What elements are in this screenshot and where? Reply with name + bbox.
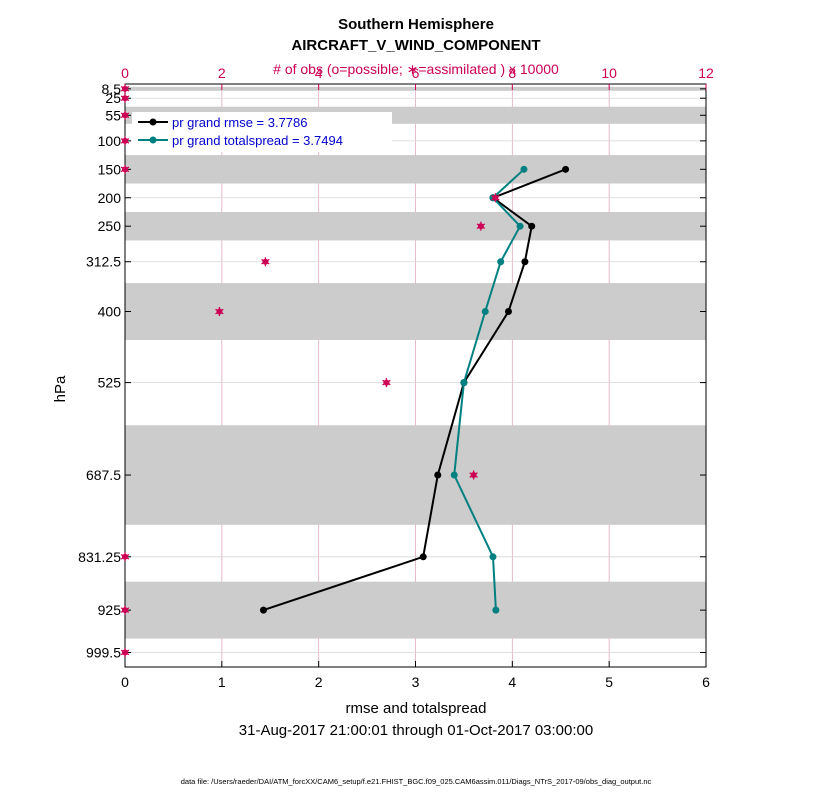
top-x-tick-label: 2	[218, 65, 226, 81]
rmse-point	[528, 222, 536, 230]
top-x-tick-label: 6	[412, 65, 420, 81]
totalspread-point	[516, 222, 524, 230]
obs-assimilated-marker	[120, 647, 130, 657]
obs-assimilated-marker	[120, 93, 130, 103]
asterisk-stroke	[120, 607, 130, 613]
chart-title: Southern Hemisphere	[338, 16, 494, 33]
legend-rmse-label: pr grand rmse = 3.7786	[172, 115, 308, 130]
asterisk-stroke	[120, 112, 130, 119]
obs-assimilated-marker	[120, 110, 130, 120]
legend-box	[132, 112, 392, 152]
obs-assimilated-marker	[476, 221, 486, 231]
rmse-point	[434, 471, 442, 479]
chart-subtitle: AIRCRAFT_V_WIND_COMPONENT	[291, 37, 540, 54]
y-tick-label: 25	[105, 90, 121, 106]
y-tick-label: 831.25	[78, 549, 121, 565]
x-tick-label: 3	[412, 674, 420, 690]
asterisk-stroke	[469, 472, 478, 478]
rmse-point	[259, 606, 267, 614]
x-tick-label: 1	[218, 674, 226, 690]
series-layer	[259, 165, 570, 614]
asterisk-stroke	[476, 223, 486, 230]
x-tick-label: 2	[315, 674, 323, 690]
y-tick-label: 200	[98, 190, 122, 206]
obs-assimilated-marker	[120, 164, 130, 174]
shaded-layer-band	[125, 155, 706, 184]
obs-assimilated-marker	[382, 378, 391, 388]
x-tick-label: 0	[121, 674, 129, 690]
obs-count-layer	[120, 84, 500, 657]
top-x-tick-label: 0	[121, 65, 129, 81]
obs-assimilated-marker	[120, 552, 130, 562]
rmse-point	[504, 308, 512, 316]
totalspread-point	[489, 553, 497, 561]
y-tick-label: 55	[105, 107, 121, 123]
shaded-layer-band	[125, 211, 706, 241]
footer-data-file: data file: /Users/raeder/DAI/ATM_forcXX/…	[181, 777, 652, 786]
shaded-layer-band	[125, 425, 706, 525]
x-tick-label: 5	[605, 674, 613, 690]
asterisk-stroke	[120, 86, 130, 92]
rmse-point	[419, 553, 427, 561]
top-axis-label: # of obs (o=possible; ∗=assimilated ) x …	[273, 61, 559, 77]
top-x-tick-label: 10	[601, 65, 617, 81]
asterisk-stroke	[261, 258, 270, 265]
x-tick-label: 4	[508, 674, 516, 690]
obs-assimilated-marker	[261, 257, 270, 267]
obs-assimilated-marker	[215, 307, 224, 317]
y-tick-label: 100	[98, 133, 122, 149]
obs-assimilated-marker	[491, 193, 500, 203]
asterisk-stroke	[120, 553, 130, 560]
top-x-tick-label: 8	[508, 65, 516, 81]
shaded-layer-band	[125, 283, 706, 340]
y-tick-label: 925	[98, 602, 122, 618]
legend-spread-label: pr grand totalspread = 3.7494	[172, 133, 343, 148]
top-x-tick-label: 4	[315, 65, 323, 81]
y-tick-label: 999.5	[86, 644, 121, 660]
asterisk-stroke	[120, 166, 130, 173]
legend-spread-marker	[149, 136, 157, 144]
asterisk-stroke	[120, 649, 130, 656]
legend-rmse-marker	[149, 118, 157, 126]
totalspread-point	[492, 606, 500, 614]
asterisk-stroke	[215, 308, 224, 315]
totalspread-point	[450, 471, 458, 479]
asterisk-stroke	[382, 379, 391, 386]
obs-assimilated-marker	[120, 605, 130, 615]
x-axis-label: rmse and totalspread	[346, 700, 487, 717]
y-tick-label: 8.5	[102, 81, 122, 97]
y-tick-label: 250	[98, 218, 122, 234]
obs-assimilated-marker	[120, 84, 130, 94]
y-tick-label: 150	[98, 161, 122, 177]
y-tick-label: 312.5	[86, 254, 121, 270]
y-tick-label: 400	[98, 304, 122, 320]
obs-assimilated-marker	[469, 470, 478, 480]
totalspread-point	[497, 258, 505, 266]
obs-assimilated-marker	[120, 136, 130, 146]
legend: pr grand rmse = 3.7786 pr grand totalspr…	[132, 112, 392, 152]
totalspread-point	[520, 165, 528, 173]
totalspread-point	[460, 379, 468, 387]
x-tick-label: 6	[702, 674, 710, 690]
shaded-layer-band	[125, 581, 706, 639]
y-tick-label: 525	[98, 375, 122, 391]
y-tick-label: 687.5	[86, 467, 121, 483]
asterisk-stroke	[491, 194, 500, 201]
totalspread-point	[481, 308, 489, 316]
asterisk-stroke	[120, 95, 130, 102]
axis-ticks: 0 1 2 3 4 5 60 2 4 6 8 10 128.52555100150200250312.5…	[78, 65, 714, 690]
rmse-point	[521, 258, 529, 266]
top-x-tick-label: 12	[698, 65, 714, 81]
date-range: 31-Aug-2017 21:00:01 through 01-Oct-2017…	[239, 722, 593, 739]
y-axis-label: hPa	[52, 375, 69, 402]
asterisk-stroke	[120, 138, 130, 144]
rmse-point	[562, 165, 570, 173]
